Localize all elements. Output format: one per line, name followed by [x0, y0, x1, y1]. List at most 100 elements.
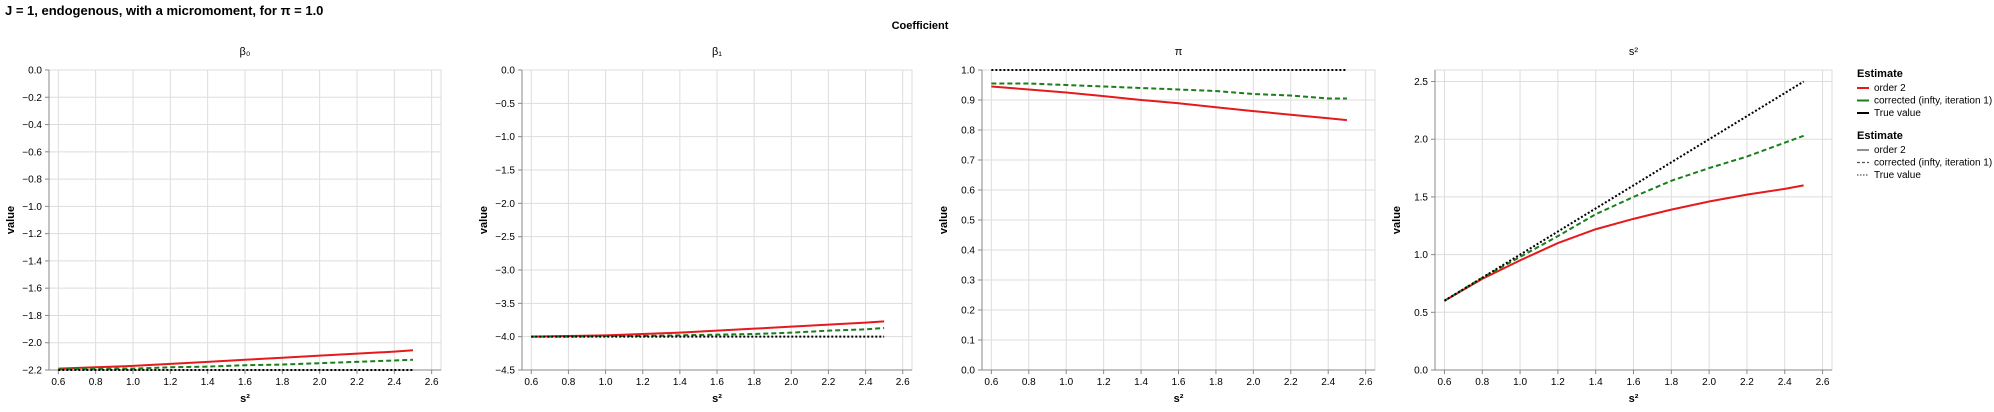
x-tick-label: 2.6 — [1359, 377, 1373, 388]
x-tick-label: 0.6 — [984, 377, 998, 388]
chart-title: J = 1, endogenous, with a micromoment, f… — [5, 3, 324, 18]
y-tick-label: 0.9 — [961, 96, 975, 107]
y-tick-label: −0.5 — [495, 99, 515, 110]
series-line-corrected — [1443, 134, 1804, 302]
y-tick-label: −1.0 — [22, 202, 42, 213]
y-axis-title: value — [5, 206, 17, 234]
y-axis-title: value — [1391, 206, 1403, 234]
x-tick-label: 2.0 — [313, 377, 327, 388]
x-tick-label: 1.2 — [1551, 377, 1565, 388]
series-line-true — [1443, 80, 1805, 302]
x-tick-label: 2.0 — [1702, 377, 1716, 388]
y-tick-label: 0.0 — [501, 66, 515, 77]
panel-title: s² — [1629, 46, 1639, 58]
y-tick-label: 1.0 — [1414, 250, 1428, 261]
panel-1: β₀ 0.0 −0.2 −0.4 −0.6 −0.8 −1.0 −1.2 −1.4 −1.6 −1.… — [5, 46, 442, 405]
y-tick-label: −0.2 — [22, 93, 42, 104]
series-line-order2 — [1443, 184, 1804, 302]
x-tick-label: 2.2 — [1740, 377, 1754, 388]
panel-title: β₀ — [240, 46, 251, 58]
y-tick-label: 0.0 — [1414, 366, 1428, 377]
y-tick-label: −1.6 — [22, 284, 42, 295]
x-tick-label: 1.8 — [1664, 377, 1678, 388]
legend-title-dash: Estimate — [1857, 130, 1903, 142]
y-tick-label: −1.0 — [495, 132, 515, 143]
x-tick-label: 1.2 — [163, 377, 177, 388]
y-tick-label: 0.7 — [961, 156, 975, 167]
x-tick-label: 1.0 — [1513, 377, 1527, 388]
y-tick-label: −2.5 — [495, 232, 515, 243]
x-tick-label: 2.6 — [896, 377, 910, 388]
x-tick-label: 1.0 — [599, 377, 613, 388]
facet-header: Coefficient — [891, 20, 949, 32]
x-tick-label: 2.6 — [425, 377, 439, 388]
x-tick-label: 1.6 — [238, 377, 252, 388]
series-line-corrected — [58, 358, 414, 371]
panel-title: π — [1175, 46, 1183, 58]
y-tick-label: 0.1 — [961, 336, 975, 347]
x-axis-title: s² — [712, 393, 722, 405]
x-tick-label: 1.4 — [1589, 377, 1603, 388]
y-tick-label: −0.6 — [22, 147, 42, 158]
legend: Estimate order 2 corrected (infty, iterati… — [1857, 68, 1992, 181]
y-tick-label: −0.8 — [22, 175, 42, 186]
x-tick-label: 2.4 — [1778, 377, 1792, 388]
y-axis-title: value — [478, 206, 490, 234]
x-tick-label: 1.4 — [673, 377, 687, 388]
y-tick-label: 0.6 — [961, 186, 975, 197]
y-tick-label: −3.0 — [495, 266, 515, 277]
panel-4: s² 2.5 2.0 1.5 1.0 0.5 0.0 0.6 0.8 1.0 1.2 1.4 1.6 1.… — [1391, 46, 1833, 405]
x-axis-title: s² — [1629, 393, 1639, 405]
y-tick-label: −4.0 — [495, 332, 515, 343]
x-tick-label: 0.6 — [524, 377, 538, 388]
x-tick-label: 2.0 — [784, 377, 798, 388]
x-tick-label: 1.8 — [747, 377, 761, 388]
y-tick-label: 1.5 — [1414, 192, 1428, 203]
x-tick-label: 1.2 — [636, 377, 650, 388]
panel-title: β₁ — [712, 46, 722, 58]
y-tick-label: 0.5 — [1414, 308, 1428, 319]
y-tick-label: −0.4 — [22, 120, 42, 131]
x-tick-label: 0.8 — [561, 377, 575, 388]
y-tick-label: 0.4 — [961, 246, 975, 257]
x-tick-label: 1.4 — [201, 377, 215, 388]
y-axis-title: value — [938, 206, 950, 234]
series-line-corrected — [531, 327, 885, 338]
y-tick-label: 0.8 — [961, 126, 975, 137]
x-tick-label: 2.4 — [387, 377, 401, 388]
x-axis-title: s² — [240, 393, 250, 405]
x-tick-label: 0.8 — [1475, 377, 1489, 388]
x-tick-label: 2.4 — [859, 377, 873, 388]
x-tick-label: 2.2 — [1284, 377, 1298, 388]
y-tick-label: −1.2 — [22, 229, 42, 240]
x-tick-label: 1.4 — [1134, 377, 1148, 388]
x-tick-label: 2.6 — [1816, 377, 1830, 388]
legend-label: order 2 — [1874, 83, 1906, 94]
y-tick-label: 0.5 — [961, 216, 975, 227]
legend-label: True value — [1874, 108, 1921, 119]
x-tick-label: 1.8 — [275, 377, 289, 388]
legend-label: corrected (infty, iteration 1) — [1874, 158, 1992, 169]
y-tick-label: −2.0 — [495, 199, 515, 210]
panel-3: π 1.0 0.9 0.8 0.7 0.6 0.5 0.4 0.3 0.2 0.1 0.0 0.6 0.8… — [938, 46, 1376, 405]
series-line-order2 — [531, 320, 885, 338]
legend-label: corrected (infty, iteration 1) — [1874, 96, 1992, 107]
y-tick-label: −2.0 — [22, 338, 42, 349]
y-tick-label: −1.4 — [22, 256, 42, 267]
x-tick-label: 1.0 — [126, 377, 140, 388]
y-tick-label: 0.2 — [961, 306, 975, 317]
x-tick-label: 0.6 — [1437, 377, 1451, 388]
x-tick-label: 1.6 — [710, 377, 724, 388]
y-tick-label: 2.0 — [1414, 135, 1428, 146]
x-tick-label: 1.2 — [1097, 377, 1111, 388]
y-tick-label: −1.8 — [22, 311, 42, 322]
x-tick-label: 2.4 — [1321, 377, 1335, 388]
x-tick-label: 1.6 — [1627, 377, 1641, 388]
legend-title-color: Estimate — [1857, 68, 1903, 80]
legend-label: True value — [1874, 170, 1921, 181]
y-tick-label: −4.5 — [495, 366, 515, 377]
y-tick-label: 0.0 — [961, 366, 975, 377]
y-tick-label: 1.0 — [961, 66, 975, 77]
x-tick-label: 1.8 — [1209, 377, 1223, 388]
y-tick-label: −3.5 — [495, 299, 515, 310]
